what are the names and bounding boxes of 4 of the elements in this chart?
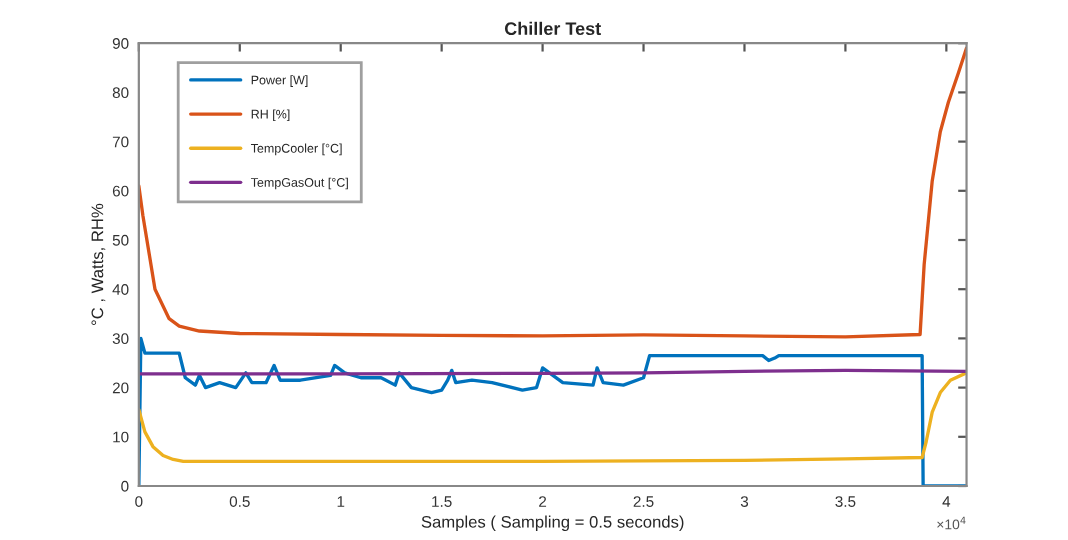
y-axis-title: °C , Watts, RH%: [91, 203, 106, 325]
line-series: [138, 371, 967, 464]
x-axis-title: Samples ( Sampling = 0.5 seconds): [421, 515, 684, 532]
chart-title: Chiller Test: [504, 21, 601, 36]
